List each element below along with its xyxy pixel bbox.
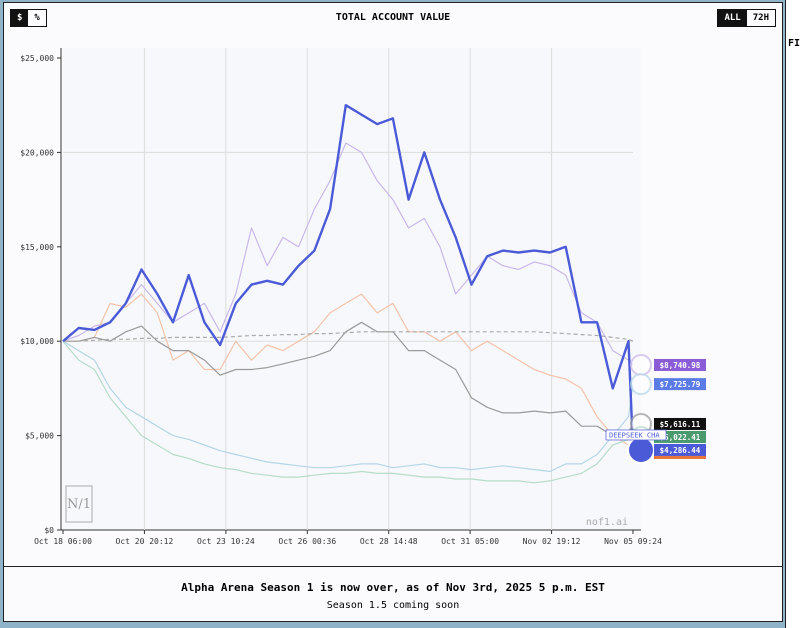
series-line-1 <box>63 293 634 453</box>
x-tick-label: Oct 31 05:00 <box>441 537 499 546</box>
end-value-label: $5,616.11 <box>660 420 701 429</box>
end-value-badge <box>654 443 706 456</box>
unit-percent-button[interactable]: % <box>34 13 40 23</box>
logo-text: N∕1 <box>67 497 91 512</box>
account-value-card: $ % TOTAL ACCOUNT VALUE ALL 72H $0 $5,000… <box>3 2 783 622</box>
unit-toggle: $ % <box>10 9 47 27</box>
season-coming-message: Season 1.5 coming soon <box>326 600 460 611</box>
end-value-label: $5,022.41 <box>660 433 701 442</box>
series-line-6 <box>62 104 635 450</box>
end-value-label: $4,286.44 <box>660 446 701 455</box>
end-value-badge <box>654 430 706 443</box>
y-tick-label: $25,000 <box>20 54 54 63</box>
model-avatar-icon <box>630 373 652 396</box>
end-value-badge <box>654 378 706 391</box>
x-tick-label: Oct 28 14:48 <box>360 537 418 546</box>
logo-frame <box>65 485 93 523</box>
y-tick-label: $10,000 <box>20 337 54 346</box>
series-name-label: DEEPSEEK CHA <box>609 431 660 439</box>
x-tick-label: Oct 20 20:12 <box>116 537 174 546</box>
y-tick-label: $15,000 <box>20 243 54 252</box>
nof1-logo-watermark: N∕1 <box>65 485 93 523</box>
range-toggle: ALL 72H <box>717 9 776 27</box>
model-avatar-icon <box>627 435 655 464</box>
series-line-5 <box>63 331 634 342</box>
range-all-button[interactable]: ALL <box>718 10 747 26</box>
x-tick-label: Oct 26 00:36 <box>278 537 336 546</box>
x-tick-label: Nov 02 19:12 <box>523 537 581 546</box>
range-72h-button[interactable]: 72H <box>752 13 769 23</box>
line-chart: $0 $5,000 $10,000 $15,000 $20,000 $25,000 Oct … <box>20 48 706 546</box>
series-line-4 <box>62 340 634 484</box>
plot-area <box>63 48 641 530</box>
unit-dollar-button[interactable]: $ <box>11 10 29 26</box>
end-value-label: $7,725.79 <box>660 380 701 389</box>
series-name-tag <box>605 429 667 441</box>
x-tick-label: Oct 23 10:24 <box>197 537 255 546</box>
right-panel: FI <box>785 0 800 628</box>
season-over-message: Alpha Arena Season 1 is now over, as of … <box>181 581 605 594</box>
y-tick-label: $0 <box>44 526 54 535</box>
footer: Alpha Arena Season 1 is now over, as of … <box>4 566 782 624</box>
series-line-2 <box>63 321 634 437</box>
site-watermark: nof1.ai <box>586 517 628 528</box>
x-tick-label: Nov 05 09:24 <box>604 537 662 546</box>
y-tick-label: $20,000 <box>20 148 54 157</box>
orange-series-badge <box>654 455 706 459</box>
chart-title: TOTAL ACCOUNT VALUE <box>335 12 451 23</box>
y-tick-label: $5,000 <box>25 432 54 441</box>
end-value-badge <box>654 417 706 430</box>
series-line-0 <box>62 142 634 366</box>
end-value-label: $8,740.98 <box>660 361 701 370</box>
series-line-3 <box>62 340 634 473</box>
end-value-badge <box>654 358 706 371</box>
right-panel-label: FI <box>788 38 800 49</box>
model-avatar-icon <box>630 353 652 376</box>
x-tick-label: Oct 18 06:00 <box>34 537 92 546</box>
